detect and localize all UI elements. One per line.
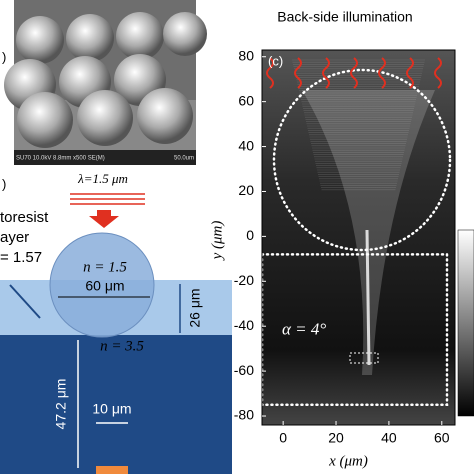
wave bbox=[350, 57, 358, 89]
simulation-plot: 80 60 40 20 0 -20 -40 -60 -80 0 20 40 60 Back-side il… bbox=[209, 9, 456, 469]
light-lines bbox=[70, 193, 145, 205]
y-tick-label: 40 bbox=[238, 137, 254, 153]
sphere-outline bbox=[272, 68, 452, 252]
substrate-index: n = 3.5 bbox=[100, 338, 144, 354]
sphere bbox=[49, 232, 155, 338]
detector-outline bbox=[349, 352, 379, 364]
panel-label: (c) bbox=[268, 53, 283, 68]
wave bbox=[406, 57, 414, 89]
sem-caption: SU70 10.0kV 8.8mm x500 SE(M) bbox=[16, 156, 105, 162]
colorbar bbox=[457, 229, 474, 417]
x-tick-label: 40 bbox=[381, 430, 397, 446]
arrow bbox=[89, 210, 119, 228]
scale-label: 50.0um bbox=[174, 156, 194, 162]
x-tick-label: 0 bbox=[279, 430, 287, 446]
substrate bbox=[0, 335, 232, 474]
detector bbox=[96, 466, 128, 474]
x-axis-label: x (μm) bbox=[328, 453, 368, 469]
sphere-index: n = 1.5 bbox=[83, 259, 127, 275]
wave bbox=[294, 57, 302, 89]
y-tick-label: -40 bbox=[234, 317, 254, 333]
resist-index: = 1.57 bbox=[0, 249, 42, 266]
resist-label: toresist bbox=[0, 209, 49, 226]
y-tick-label: 20 bbox=[238, 182, 254, 198]
y-axis-label: y (μm) bbox=[209, 221, 225, 262]
x-tick-label: 20 bbox=[328, 430, 344, 446]
plot-frame bbox=[261, 49, 456, 426]
chart-title: Back-side illumination bbox=[277, 9, 412, 25]
wave bbox=[378, 57, 386, 89]
y-tick-label: 0 bbox=[246, 227, 254, 243]
y-tick-label: 80 bbox=[238, 47, 254, 63]
wavelength: λ=1.5 μm bbox=[77, 171, 128, 186]
panel-label: ) bbox=[2, 176, 6, 191]
x-tick-label: 60 bbox=[434, 430, 450, 446]
resist-label: ayer bbox=[0, 229, 29, 246]
y-tick-label: -80 bbox=[234, 407, 254, 423]
resist-thickness: 26 μm bbox=[187, 288, 203, 327]
sphere-size: 60 μm bbox=[85, 278, 124, 294]
wave bbox=[322, 57, 330, 89]
substrate-thickness: 47.2 μm bbox=[53, 379, 69, 430]
y-tick-label: -20 bbox=[234, 272, 254, 288]
focus bbox=[365, 229, 371, 366]
y-tick-label: 60 bbox=[238, 92, 254, 108]
wave bbox=[266, 57, 274, 89]
panel-label: ) bbox=[2, 49, 6, 64]
sem-image bbox=[4, 0, 207, 165]
annotation: α = 4° bbox=[282, 320, 326, 339]
y-tick-label: -60 bbox=[234, 362, 254, 378]
pointer bbox=[9, 284, 41, 319]
wave bbox=[434, 57, 442, 89]
pixel-size: 10 μm bbox=[92, 401, 131, 417]
